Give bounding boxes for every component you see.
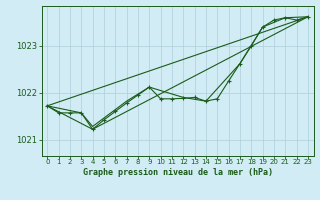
X-axis label: Graphe pression niveau de la mer (hPa): Graphe pression niveau de la mer (hPa) [83,168,273,177]
